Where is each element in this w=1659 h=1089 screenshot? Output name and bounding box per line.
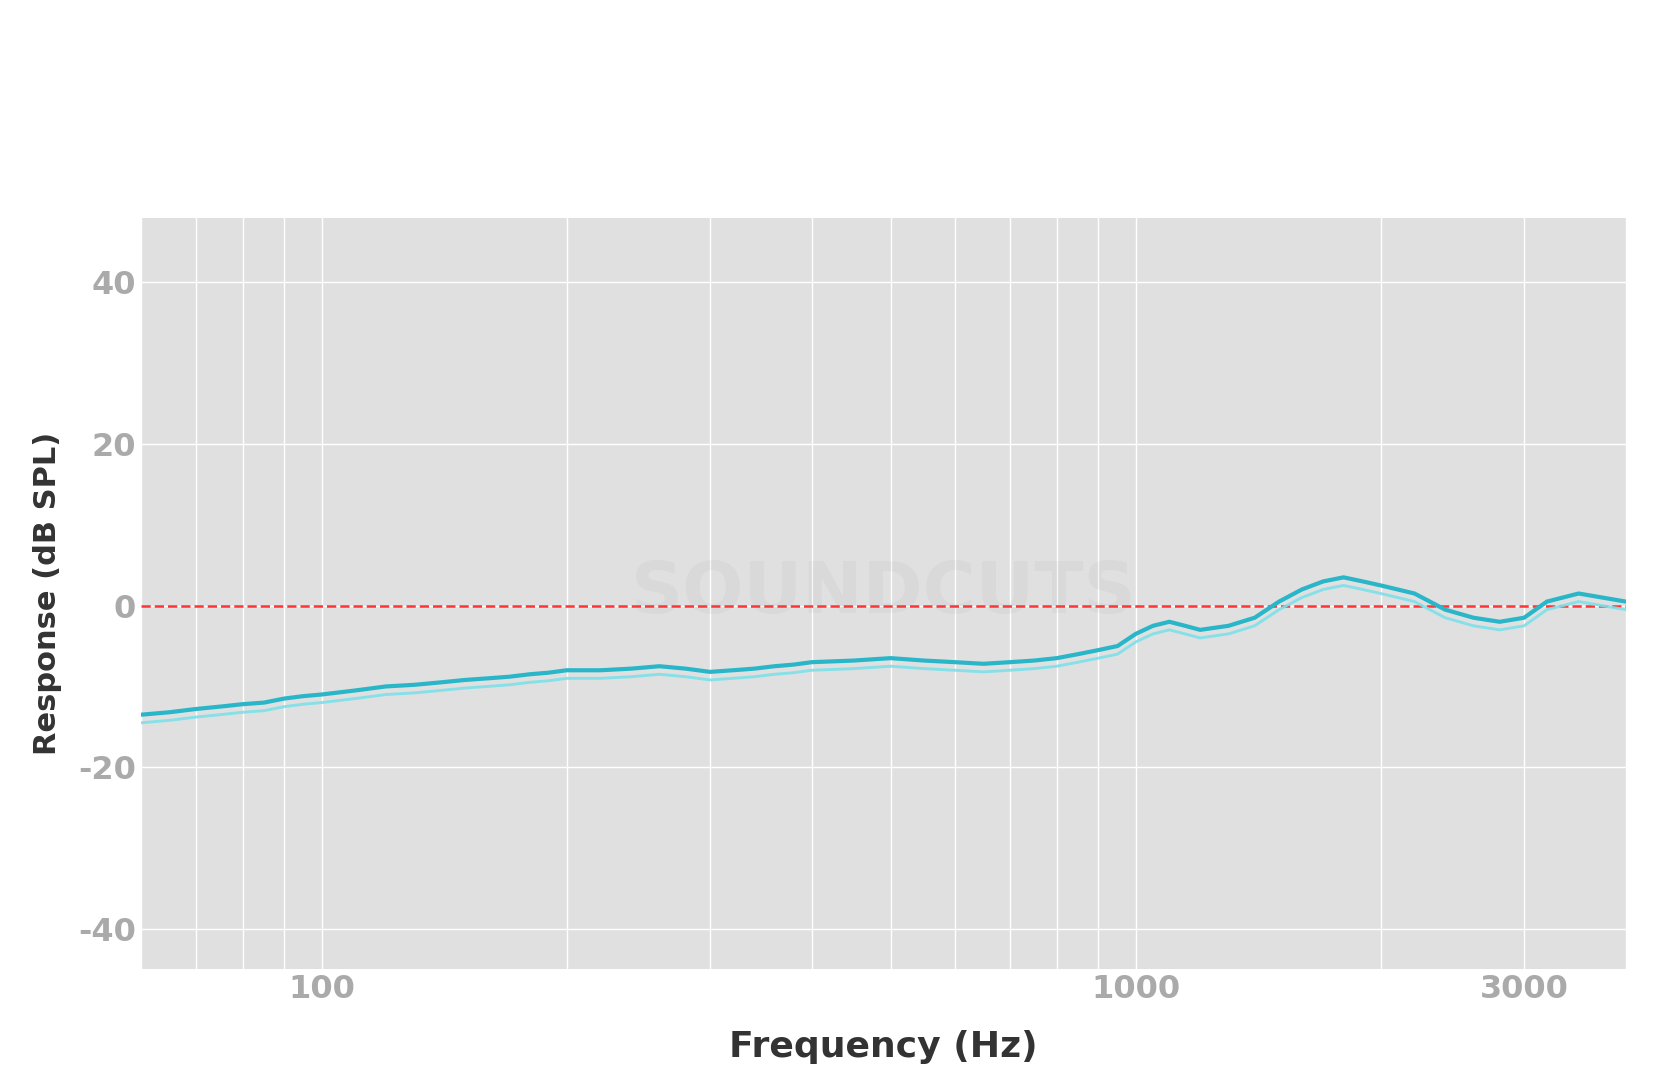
Text: Shure SM7b (presence boost): Shure SM7b (presence boost)	[481, 29, 1178, 72]
X-axis label: Frequency (Hz): Frequency (Hz)	[728, 1030, 1039, 1064]
Text: SOUNDCUTS: SOUNDCUTS	[630, 559, 1136, 628]
Text: Frequency Response (voice band): Frequency Response (voice band)	[433, 93, 1226, 135]
Y-axis label: Response (dB SPL): Response (dB SPL)	[33, 432, 61, 755]
